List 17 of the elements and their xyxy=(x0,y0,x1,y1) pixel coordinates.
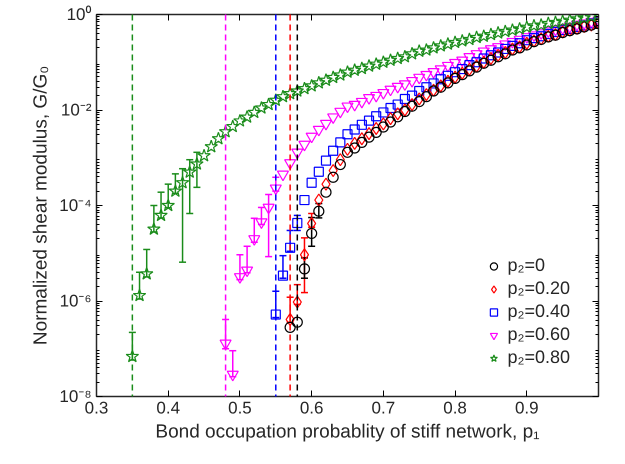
y-axis-title: Normalized shear modulus, G/G₀ xyxy=(30,66,52,346)
x-tick-label: 0.4 xyxy=(156,398,180,418)
x-axis-title: Bond occupation probablity of stiff network, p₁ xyxy=(155,422,540,442)
legend-label: p₂=0.20 xyxy=(507,278,570,299)
x-tick-label: 0.9 xyxy=(514,398,539,418)
legend-label: p₂=0.80 xyxy=(507,347,570,368)
x-tick-label: 0.8 xyxy=(443,398,467,418)
y-tick-label: 10⁻⁶ xyxy=(60,292,92,310)
legend-label: p₂=0.60 xyxy=(507,324,570,345)
y-tick-label: 10⁻⁴ xyxy=(59,196,92,215)
legend-label: p₂=0 xyxy=(507,255,545,276)
x-tick-label: 0.6 xyxy=(300,398,324,418)
legend-label: p₂=0.40 xyxy=(507,301,570,322)
x-tick-label: 0.5 xyxy=(228,398,252,418)
x-tick-label: 0.7 xyxy=(372,398,396,418)
y-tick-label: 10⁻² xyxy=(60,100,92,120)
y-tick-label: 10⁰ xyxy=(66,5,92,24)
